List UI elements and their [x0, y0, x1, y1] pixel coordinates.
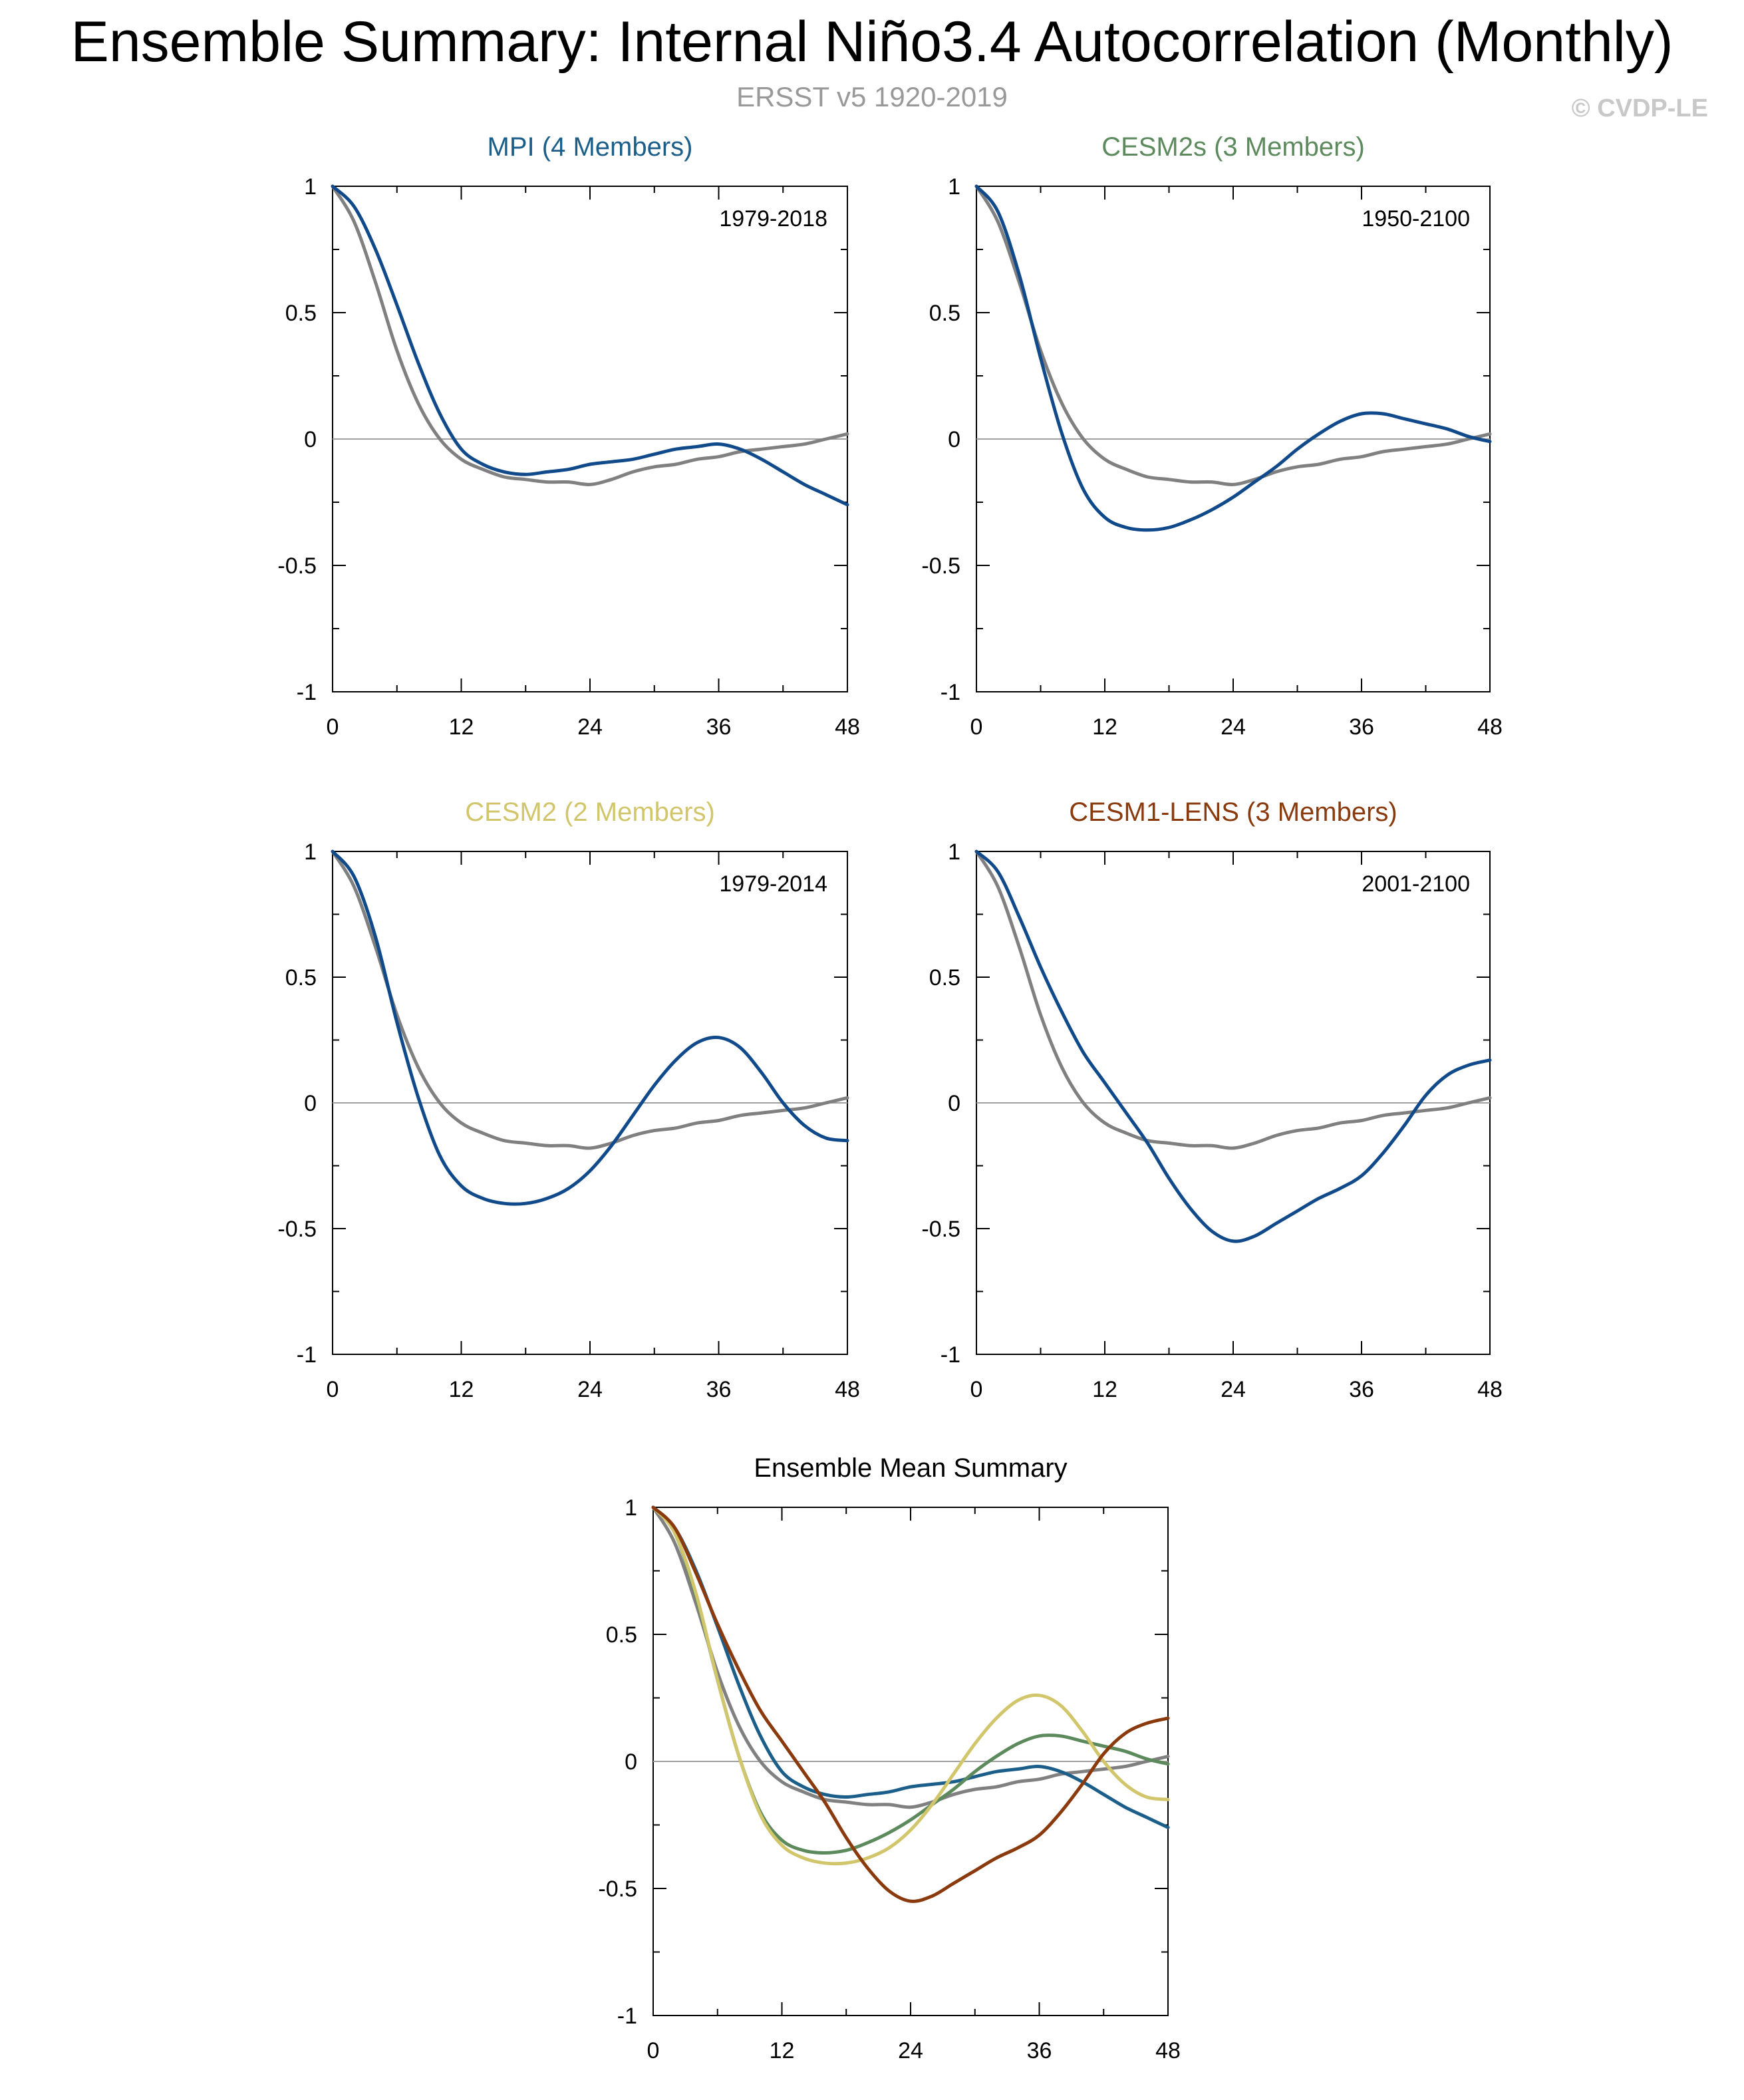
y-tick-label: -1: [941, 680, 960, 705]
y-tick-label: 0.5: [929, 965, 960, 990]
x-tick-label: 48: [835, 1377, 860, 1402]
figure-subtitle: ERSST v5 1920-2019: [736, 81, 1008, 112]
x-tick-label: 0: [647, 2038, 660, 2063]
y-tick-label: -0.5: [277, 1217, 317, 1242]
x-tick-label: 0: [327, 1377, 339, 1402]
y-tick-label: 0.5: [606, 1622, 637, 1648]
y-tick-label: 1: [304, 174, 317, 200]
chart-title: CESM2 (2 Members): [465, 798, 715, 827]
y-tick-label: 0.5: [285, 965, 317, 990]
figure-title: Ensemble Summary: Internal Niño3.4 Autoc…: [71, 10, 1673, 74]
series-line-ersst-v5: [974, 849, 1492, 1150]
y-tick-label: -1: [297, 680, 317, 705]
x-tick-label: 36: [706, 714, 732, 740]
y-tick-label: 0: [948, 1091, 960, 1116]
y-tick-label: -0.5: [921, 1217, 960, 1242]
chart-mpi: 0 12 24 36 48 1 0.5 0 -0.5 -1 MPI (4 Members) 1979-…: [277, 132, 860, 740]
y-tick-label: -1: [297, 1342, 317, 1368]
y-tick-label: 1: [625, 1495, 637, 1521]
y-tick-label: 0.5: [285, 301, 317, 326]
x-tick-label: 12: [1092, 714, 1117, 740]
period-label: 2001-2100: [1362, 871, 1470, 897]
y-tick-label: 0: [625, 1749, 637, 1775]
series-line-ersst-v5: [651, 1505, 1170, 1809]
series-line-cesm2s: [974, 184, 1492, 532]
x-tick-label: 0: [327, 714, 339, 740]
chart-cesm2s: 0 12 24 36 48 1 0.5 0 -0.5 -1 CESM2s (3 Members) 19…: [921, 132, 1503, 740]
series-line-cesm1-lens: [974, 849, 1492, 1243]
series-line-cesm1-lens: [651, 1505, 1170, 1903]
x-tick-label: 12: [449, 714, 474, 740]
x-tick-label: 48: [1155, 2038, 1181, 2063]
x-tick-label: 0: [970, 714, 983, 740]
series-line-cesm2: [331, 849, 849, 1206]
x-tick-label: 24: [1221, 714, 1246, 740]
x-tick-label: 36: [1027, 2038, 1052, 2063]
period-label: 1979-2014: [719, 871, 827, 897]
x-tick-label: 48: [835, 714, 860, 740]
y-tick-label: -1: [617, 2004, 637, 2029]
period-label: 1979-2018: [719, 206, 827, 231]
y-tick-label: 1: [948, 174, 960, 200]
series-line-cesm2s: [651, 1505, 1170, 1855]
chart-title: MPI (4 Members): [488, 132, 693, 162]
series-line-ersst-v5: [331, 184, 849, 486]
chart-cesm2: 0 12 24 36 48 1 0.5 0 -0.5 -1 CESM2 (2 Members) 197…: [277, 798, 860, 1402]
series-line-ersst-v5: [974, 184, 1492, 486]
y-tick-label: 0: [304, 427, 317, 452]
x-tick-label: 24: [898, 2038, 923, 2063]
y-tick-label: -0.5: [598, 1876, 637, 1902]
series-line-mpi: [331, 184, 849, 507]
y-tick-label: 0: [304, 1091, 317, 1116]
x-tick-label: 24: [1221, 1377, 1246, 1402]
chart-title: Ensemble Mean Summary: [754, 1453, 1067, 1483]
chart-cesm1-lens: 0 12 24 36 48 1 0.5 0 -0.5 -1 CESM1-LENS (3 Member…: [921, 798, 1503, 1402]
chart-title: CESM2s (3 Members): [1101, 132, 1365, 162]
y-tick-label: 1: [304, 839, 317, 865]
y-tick-label: -0.5: [921, 553, 960, 579]
x-tick-label: 48: [1477, 714, 1503, 740]
y-tick-label: -1: [941, 1342, 960, 1368]
x-tick-label: 48: [1477, 1377, 1503, 1402]
y-tick-label: 0: [948, 427, 960, 452]
y-tick-label: -0.5: [277, 553, 317, 579]
series-line-ersst-v5: [331, 849, 849, 1150]
y-tick-label: 1: [948, 839, 960, 865]
x-tick-label: 36: [1349, 714, 1374, 740]
copyright-label: © CVDP-LE: [1571, 94, 1708, 122]
y-tick-label: 0.5: [929, 301, 960, 326]
x-tick-label: 24: [577, 714, 603, 740]
x-tick-label: 24: [577, 1377, 603, 1402]
x-tick-label: 12: [770, 2038, 795, 2063]
chart-title: CESM1-LENS (3 Members): [1069, 798, 1397, 827]
series-line-mpi: [651, 1505, 1170, 1829]
x-tick-label: 0: [970, 1377, 983, 1402]
series-line-cesm2: [651, 1505, 1170, 1866]
x-tick-label: 36: [1349, 1377, 1374, 1402]
chart-ensemble-mean: 0 12 24 36 48 1 0.5 0 -0.5 -1 Ensemble Mean Summar…: [598, 1453, 1181, 2063]
x-tick-label: 12: [449, 1377, 474, 1402]
x-tick-label: 12: [1092, 1377, 1117, 1402]
x-tick-label: 36: [706, 1377, 732, 1402]
period-label: 1950-2100: [1362, 206, 1470, 231]
